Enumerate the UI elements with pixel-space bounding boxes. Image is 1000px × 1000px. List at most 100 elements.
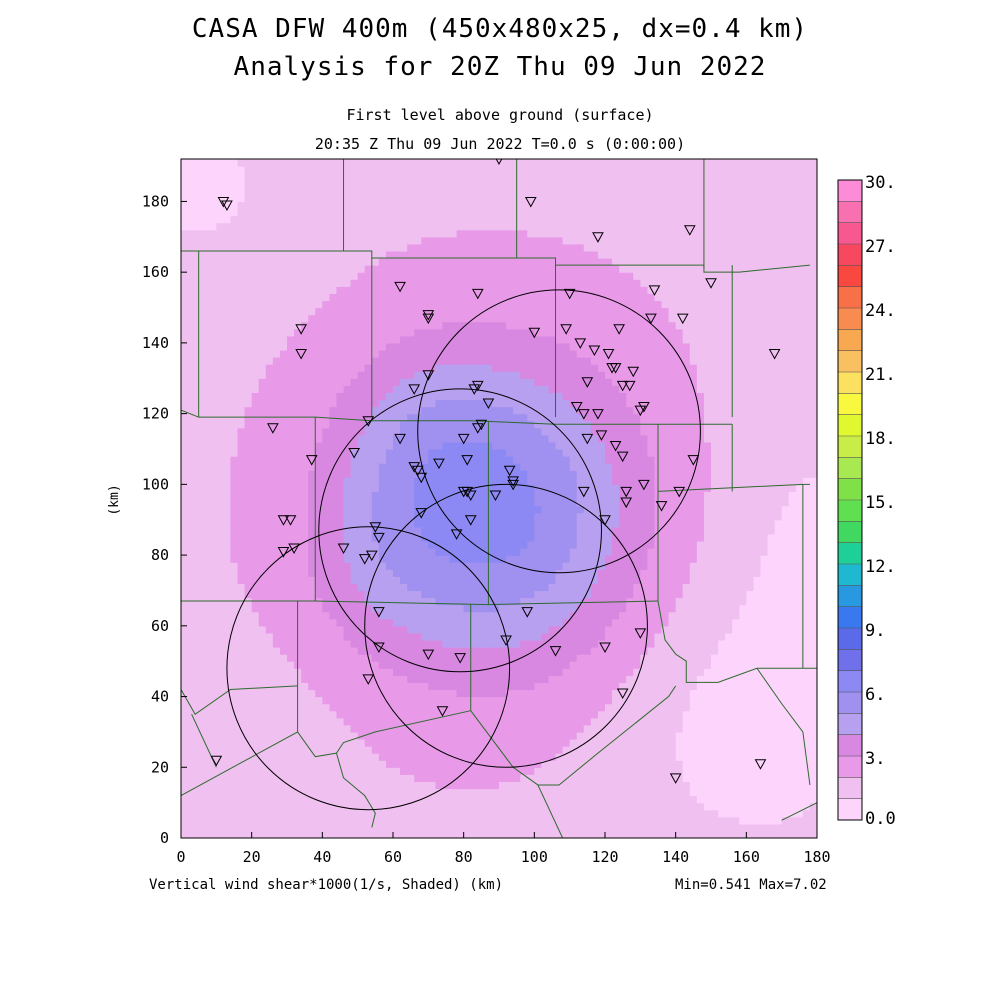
station-marker xyxy=(433,458,445,470)
station-marker xyxy=(521,607,534,618)
station-marker xyxy=(358,554,371,565)
station-marker xyxy=(768,349,781,360)
station-marker xyxy=(655,501,668,512)
county-row5-e xyxy=(335,752,376,828)
station-marker xyxy=(574,338,587,349)
station-marker xyxy=(563,288,576,300)
colorbar-swatch xyxy=(838,393,862,416)
station-marker xyxy=(507,476,519,487)
variable-label: Vertical wind shear*1000(1/s, Shaded) (k… xyxy=(149,877,504,893)
min-max-label: Min=0.541 Max=7.02 xyxy=(675,877,827,893)
colorbar-swatch xyxy=(838,201,862,224)
station-marker xyxy=(592,232,604,243)
radar-ring-south xyxy=(364,483,648,768)
station-marker xyxy=(592,409,604,420)
station-marker xyxy=(687,455,700,466)
x-tick-label: 20 xyxy=(243,848,261,866)
x-tick-label: 160 xyxy=(733,848,760,866)
colorbar-swatch xyxy=(838,436,862,458)
colorbar-label: 9. xyxy=(865,621,885,641)
colorbar-swatch xyxy=(838,606,862,629)
colorbar-swatch xyxy=(838,670,862,693)
station-marker xyxy=(415,508,428,519)
station-marker xyxy=(365,550,378,562)
county-river-east xyxy=(657,600,817,683)
station-marker xyxy=(284,515,297,526)
station-marker xyxy=(616,451,629,463)
radar-ring-southwest xyxy=(226,526,511,811)
colorbar-swatch xyxy=(838,265,862,288)
station-marker xyxy=(461,455,474,466)
station-marker xyxy=(676,313,689,325)
station-marker xyxy=(638,479,650,491)
x-tick-label: 60 xyxy=(384,848,402,866)
station-marker xyxy=(602,349,615,360)
station-marker xyxy=(524,196,537,208)
colorbar-label: 18. xyxy=(865,429,896,449)
station-marker xyxy=(638,402,650,413)
colorbar-swatch xyxy=(838,329,862,352)
x-tick-label: 0 xyxy=(176,848,185,866)
station-marker xyxy=(577,486,590,498)
colorbar-swatch xyxy=(838,478,862,501)
county-boundaries xyxy=(181,159,817,838)
colorbar-swatch xyxy=(838,180,862,202)
level-subtitle: First level above ground (surface) xyxy=(346,106,654,124)
colorbar-label: 15. xyxy=(865,493,896,513)
station-marker xyxy=(705,278,717,289)
station-marker xyxy=(570,402,583,413)
chart-title-line-2: Analysis for 20Z Thu 09 Jun 2022 xyxy=(233,52,767,82)
colorbar-swatch xyxy=(838,734,862,757)
station-marker xyxy=(620,486,633,498)
station-marker xyxy=(288,543,300,555)
station-marker xyxy=(373,532,385,544)
county-row5-b xyxy=(297,710,471,758)
station-marker xyxy=(422,313,435,325)
colorbar-swatch xyxy=(838,542,862,565)
station-marker xyxy=(369,522,382,533)
colorbar-swatch xyxy=(838,244,862,266)
x-tick-label: 40 xyxy=(313,848,331,866)
station-marker xyxy=(362,674,375,685)
time-subtitle: 20:35 Z Thu 09 Jun 2022 T=0.0 s (0:00:00… xyxy=(314,135,686,153)
station-marker xyxy=(620,497,633,509)
station-marker xyxy=(210,755,223,767)
colorbar-label: 0.0 xyxy=(865,809,896,829)
station-marker xyxy=(457,433,470,445)
colorbar-swatch xyxy=(838,649,862,672)
y-tick-label: 160 xyxy=(142,263,169,281)
station-marker xyxy=(408,384,421,395)
colorbar-swatch xyxy=(838,350,862,373)
y-tick-label: 80 xyxy=(151,546,169,564)
station-marker xyxy=(606,363,618,374)
station-marker xyxy=(503,465,516,477)
colorbar-swatch xyxy=(838,414,862,437)
y-tick-label: 40 xyxy=(151,688,169,706)
x-axis: 0 20 40 60 80 100 120 140 160 180 xyxy=(176,832,831,866)
colorbar-label: 3. xyxy=(865,749,885,769)
station-marker xyxy=(277,547,290,558)
y-tick-label: 60 xyxy=(151,617,169,635)
station-marker xyxy=(450,529,463,540)
station-marker xyxy=(471,423,484,434)
colorbar: 0.0 3. 6. 9. 12. 15. 18. 21. 24. 27. 30. xyxy=(837,173,896,829)
colorbar-label: 24. xyxy=(865,301,896,321)
station-marker xyxy=(581,433,594,445)
county-row3-top xyxy=(181,409,733,425)
shear-field xyxy=(181,159,817,838)
x-tick-label: 140 xyxy=(662,848,689,866)
station-marker xyxy=(295,349,307,360)
colorbar-swatch xyxy=(838,628,862,650)
radar-rings xyxy=(226,289,701,811)
station-marker xyxy=(348,448,360,459)
station-marker xyxy=(394,281,406,293)
station-marker xyxy=(422,649,435,661)
y-axis: 0 20 40 60 80 100 120 140 160 180 xyxy=(142,192,187,847)
station-marker xyxy=(599,515,611,526)
station-marker xyxy=(669,773,682,784)
county-row4-sw xyxy=(181,685,298,715)
colorbar-frame xyxy=(837,179,863,821)
station-marker xyxy=(595,430,608,441)
colorbar-swatch xyxy=(838,713,862,736)
y-tick-label: 180 xyxy=(142,192,169,210)
